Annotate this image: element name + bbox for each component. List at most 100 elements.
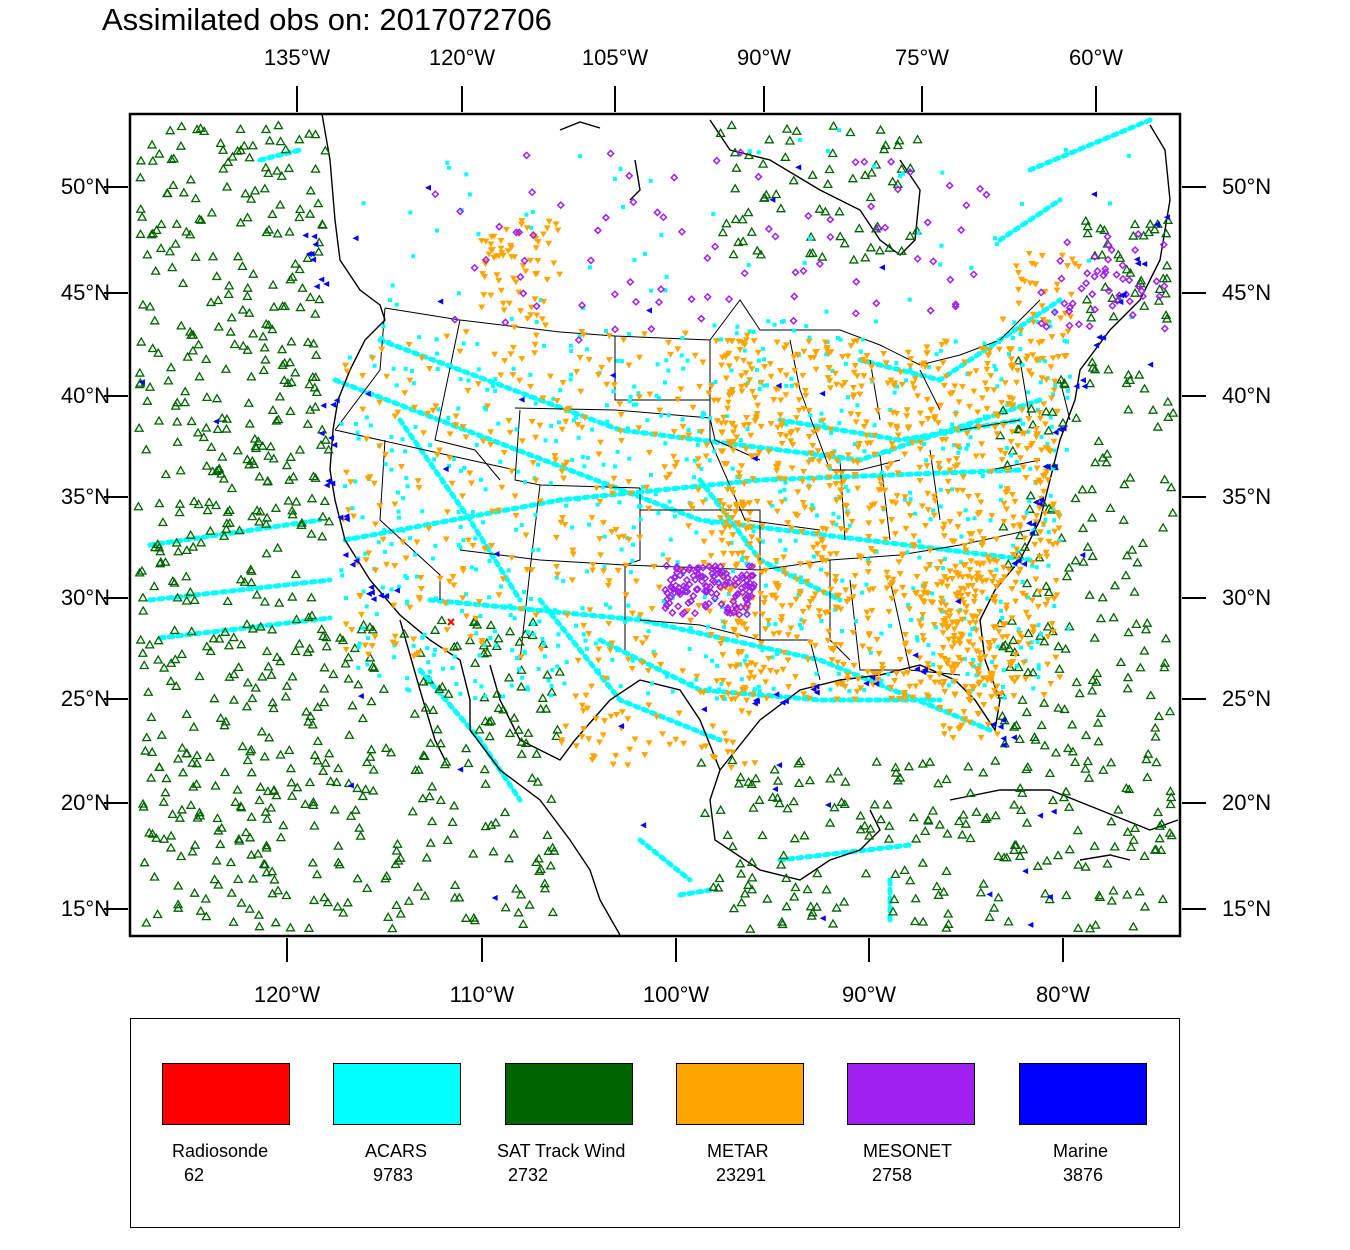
sat-wind-point xyxy=(1107,292,1118,302)
sat-wind-point xyxy=(1009,721,1020,731)
marine-point xyxy=(349,561,356,568)
metar-point xyxy=(466,470,474,477)
metar-point xyxy=(772,386,780,393)
mesonet-point xyxy=(703,254,712,263)
mesonet-point xyxy=(1077,284,1086,293)
acars-point xyxy=(404,576,409,581)
metar-point xyxy=(713,418,721,425)
sat-wind-point xyxy=(1002,459,1013,469)
sat-wind-point xyxy=(1034,552,1045,562)
metar-point xyxy=(359,406,367,413)
acars-point xyxy=(623,619,628,624)
acars-point xyxy=(558,388,563,393)
acars-point xyxy=(626,616,631,621)
acars-point xyxy=(482,642,487,647)
sat-wind-point xyxy=(182,351,193,361)
acars-point xyxy=(605,419,610,424)
acars-point xyxy=(612,176,617,181)
sat-wind-point xyxy=(890,869,901,879)
metar-point xyxy=(1007,356,1015,363)
sat-wind-point xyxy=(774,798,785,808)
metar-point xyxy=(1047,364,1055,371)
sat-wind-point xyxy=(303,923,315,932)
metar-point xyxy=(805,695,813,702)
metar-point xyxy=(936,704,944,711)
acars-point xyxy=(340,573,345,578)
metar-point xyxy=(941,338,949,345)
sat-wind-point xyxy=(246,767,257,777)
metar-point xyxy=(450,582,458,589)
sat-wind-point xyxy=(271,652,283,661)
acars-point xyxy=(462,465,467,470)
metar-point xyxy=(954,619,962,626)
metar-point xyxy=(871,501,879,508)
acars-point xyxy=(625,426,630,431)
acars-point xyxy=(550,667,555,672)
acars-point xyxy=(408,210,413,215)
mesonet-point xyxy=(881,223,890,232)
mesonet-point xyxy=(681,587,690,596)
metar-point xyxy=(580,726,588,733)
acars-point xyxy=(414,574,419,579)
sat-wind-point xyxy=(924,756,936,766)
metar-point xyxy=(542,322,550,329)
acars-point xyxy=(578,154,583,159)
sat-wind-point xyxy=(1147,404,1159,414)
acars-point xyxy=(576,497,581,502)
mesonet-point xyxy=(733,589,742,598)
sat-wind-point xyxy=(874,245,885,255)
acars-point xyxy=(637,614,642,619)
metar-point xyxy=(728,386,736,393)
acars-point xyxy=(631,402,636,407)
metar-point xyxy=(569,547,577,554)
metar-point xyxy=(414,478,422,485)
sat-wind-point xyxy=(449,641,460,651)
marine-point xyxy=(773,691,780,698)
metar-point xyxy=(493,272,501,279)
metar-point xyxy=(923,463,931,470)
metar-point xyxy=(810,477,818,484)
marine-point xyxy=(337,514,344,521)
acars-point xyxy=(972,664,977,669)
acars-point xyxy=(1049,424,1054,429)
metar-point xyxy=(552,457,560,464)
metar-point xyxy=(597,439,605,446)
metar-point xyxy=(893,410,901,417)
sat-wind-point xyxy=(859,820,870,830)
sat-wind-point xyxy=(275,749,286,759)
metar-point xyxy=(937,559,945,566)
metar-point xyxy=(696,383,704,390)
sat-wind-point xyxy=(549,845,560,855)
sat-wind-point xyxy=(167,576,178,586)
acars-point xyxy=(1037,358,1042,363)
metar-point xyxy=(937,579,945,586)
acars-point xyxy=(473,696,478,701)
metar-point xyxy=(754,349,762,356)
bottom-lon-tick: 120°W xyxy=(253,982,321,1007)
sat-wind-point xyxy=(172,592,183,602)
acars-point xyxy=(930,591,935,596)
acars-point xyxy=(707,458,712,463)
metar-point xyxy=(789,441,797,448)
metar-point xyxy=(977,658,985,665)
sat-wind-point xyxy=(270,503,282,512)
metar-point xyxy=(893,423,901,430)
acars-point xyxy=(684,457,689,462)
mesonet-point xyxy=(593,226,602,235)
sat-wind-point xyxy=(715,804,726,814)
metar-point xyxy=(864,669,872,676)
sat-wind-point xyxy=(485,619,497,629)
metar-point xyxy=(1027,338,1035,345)
sat-wind-point xyxy=(737,214,748,224)
metar-point xyxy=(1031,541,1039,548)
sat-wind-point xyxy=(908,812,919,822)
sat-wind-point xyxy=(1041,581,1052,591)
sat-wind-point xyxy=(233,874,244,884)
metar-point xyxy=(753,411,761,418)
metar-point xyxy=(578,734,586,741)
sat-wind-point xyxy=(1039,636,1050,646)
mesonet-point xyxy=(730,601,740,610)
metar-point xyxy=(823,571,831,578)
metar-point xyxy=(551,452,559,459)
sat-wind-point xyxy=(535,864,547,874)
